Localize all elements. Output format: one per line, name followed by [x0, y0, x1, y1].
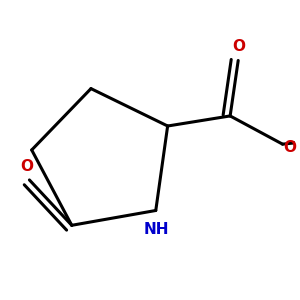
Text: O: O [20, 159, 33, 174]
Text: O: O [233, 39, 246, 54]
Text: NH: NH [144, 222, 170, 237]
Text: O: O [283, 140, 296, 155]
